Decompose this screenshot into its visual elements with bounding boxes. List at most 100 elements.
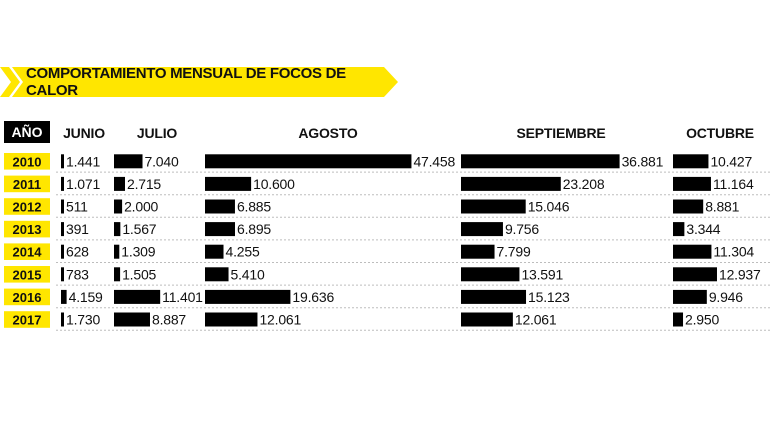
year-badge <box>4 243 50 260</box>
year-badge <box>4 198 50 215</box>
value-label: 1.071 <box>66 176 100 192</box>
bar-julio-2012 <box>114 199 123 214</box>
value-label: 8.887 <box>152 312 186 328</box>
year-label: 2017 <box>13 313 42 328</box>
month-header-septiembre: SEPTIEMBRE <box>516 125 605 141</box>
bar-septiembre-2011 <box>461 176 561 191</box>
bar-agosto-2016 <box>205 289 291 304</box>
month-header-agosto: AGOSTO <box>298 125 358 141</box>
year-label: 2011 <box>13 177 41 192</box>
value-label: 8.881 <box>705 199 739 215</box>
value-label: 2.000 <box>124 199 158 215</box>
bar-octubre-2015 <box>673 267 717 282</box>
bar-junio-2010 <box>61 154 64 169</box>
value-label: 6.895 <box>237 221 271 237</box>
value-label: 1.505 <box>122 266 156 282</box>
value-label: 12.937 <box>719 266 761 282</box>
bar-septiembre-2015 <box>461 267 520 282</box>
bar-octubre-2013 <box>673 222 685 237</box>
bar-julio-2017 <box>114 312 150 327</box>
value-label: 7.799 <box>497 244 531 260</box>
bar-octubre-2017 <box>673 312 684 327</box>
value-label: 4.255 <box>226 244 260 260</box>
value-label: 11.304 <box>713 244 754 260</box>
bar-julio-2015 <box>114 267 121 282</box>
value-label: 11.401 <box>162 289 203 305</box>
year-label: 2015 <box>13 267 42 282</box>
bar-julio-2013 <box>114 222 121 237</box>
year-badge <box>4 266 50 283</box>
bar-julio-2011 <box>114 176 125 191</box>
bar-octubre-2016 <box>673 289 707 304</box>
value-label: 10.427 <box>710 153 752 169</box>
bar-julio-2010 <box>114 154 143 169</box>
bar-agosto-2013 <box>205 222 235 237</box>
year-header-label: AÑO <box>11 123 42 140</box>
bar-junio-2013 <box>61 222 64 237</box>
bar-agosto-2014 <box>205 244 224 259</box>
value-label: 47.458 <box>413 153 455 169</box>
year-badge <box>4 311 50 328</box>
title-banner: COMPORTAMIENTO MENSUAL DE FOCOS DE CALOR <box>0 64 400 100</box>
year-label: 2013 <box>13 222 42 237</box>
bar-agosto-2011 <box>205 176 252 191</box>
bar-agosto-2017 <box>205 312 258 327</box>
bar-septiembre-2014 <box>461 244 495 259</box>
value-label: 2.715 <box>127 176 161 192</box>
bar-septiembre-2017 <box>461 312 513 327</box>
value-label: 6.885 <box>237 199 271 215</box>
bar-junio-2015 <box>61 267 64 282</box>
value-label: 11.164 <box>713 176 754 192</box>
value-label: 23.208 <box>563 176 605 192</box>
chart-title: COMPORTAMIENTO MENSUAL DE FOCOS DE CALOR <box>26 65 346 99</box>
value-label: 783 <box>66 266 89 282</box>
bar-junio-2011 <box>61 176 64 191</box>
year-label: 2014 <box>13 245 43 260</box>
year-badge <box>4 288 50 306</box>
year-badge <box>4 175 50 193</box>
value-label: 1.441 <box>66 153 100 169</box>
year-label: 2016 <box>13 290 42 305</box>
value-label: 7.040 <box>145 153 179 169</box>
bar-septiembre-2012 <box>461 199 526 214</box>
value-label: 15.123 <box>528 289 570 305</box>
bar-octubre-2014 <box>673 244 712 259</box>
value-label: 5.410 <box>231 266 265 282</box>
value-label: 2.950 <box>685 312 719 328</box>
year-label: 2010 <box>13 154 42 169</box>
bar-septiembre-2016 <box>461 289 527 304</box>
bar-octubre-2010 <box>673 154 709 169</box>
bar-junio-2017 <box>61 312 64 327</box>
value-label: 15.046 <box>528 199 570 215</box>
bar-junio-2016 <box>61 289 67 304</box>
value-label: 1.567 <box>122 221 156 237</box>
value-label: 12.061 <box>515 312 557 328</box>
year-header-box <box>4 121 50 143</box>
year-label: 2012 <box>13 200 42 215</box>
value-label: 4.159 <box>69 289 103 305</box>
bar-julio-2014 <box>114 244 120 259</box>
month-header-junio: JUNIO <box>63 125 105 141</box>
month-header-octubre: OCTUBRE <box>686 125 754 141</box>
bar-julio-2016 <box>114 289 161 304</box>
value-label: 511 <box>66 199 88 215</box>
month-header-julio: JULIO <box>137 125 178 141</box>
bar-junio-2014 <box>61 244 64 259</box>
year-badge <box>4 220 50 238</box>
year-badge <box>4 153 50 170</box>
bar-septiembre-2010 <box>461 154 620 169</box>
value-label: 12.061 <box>259 312 301 328</box>
bar-agosto-2012 <box>205 199 235 214</box>
bar-octubre-2011 <box>673 176 711 191</box>
value-label: 1.730 <box>66 312 100 328</box>
value-label: 36.881 <box>622 153 664 169</box>
bar-agosto-2015 <box>205 267 229 282</box>
value-label: 391 <box>66 221 89 237</box>
value-label: 10.600 <box>253 176 295 192</box>
value-label: 9.756 <box>505 221 539 237</box>
bar-junio-2012 <box>61 199 64 214</box>
value-label: 1.309 <box>121 244 155 260</box>
value-label: 3.344 <box>686 221 720 237</box>
bar-agosto-2010 <box>205 154 412 169</box>
bar-septiembre-2013 <box>461 222 503 237</box>
